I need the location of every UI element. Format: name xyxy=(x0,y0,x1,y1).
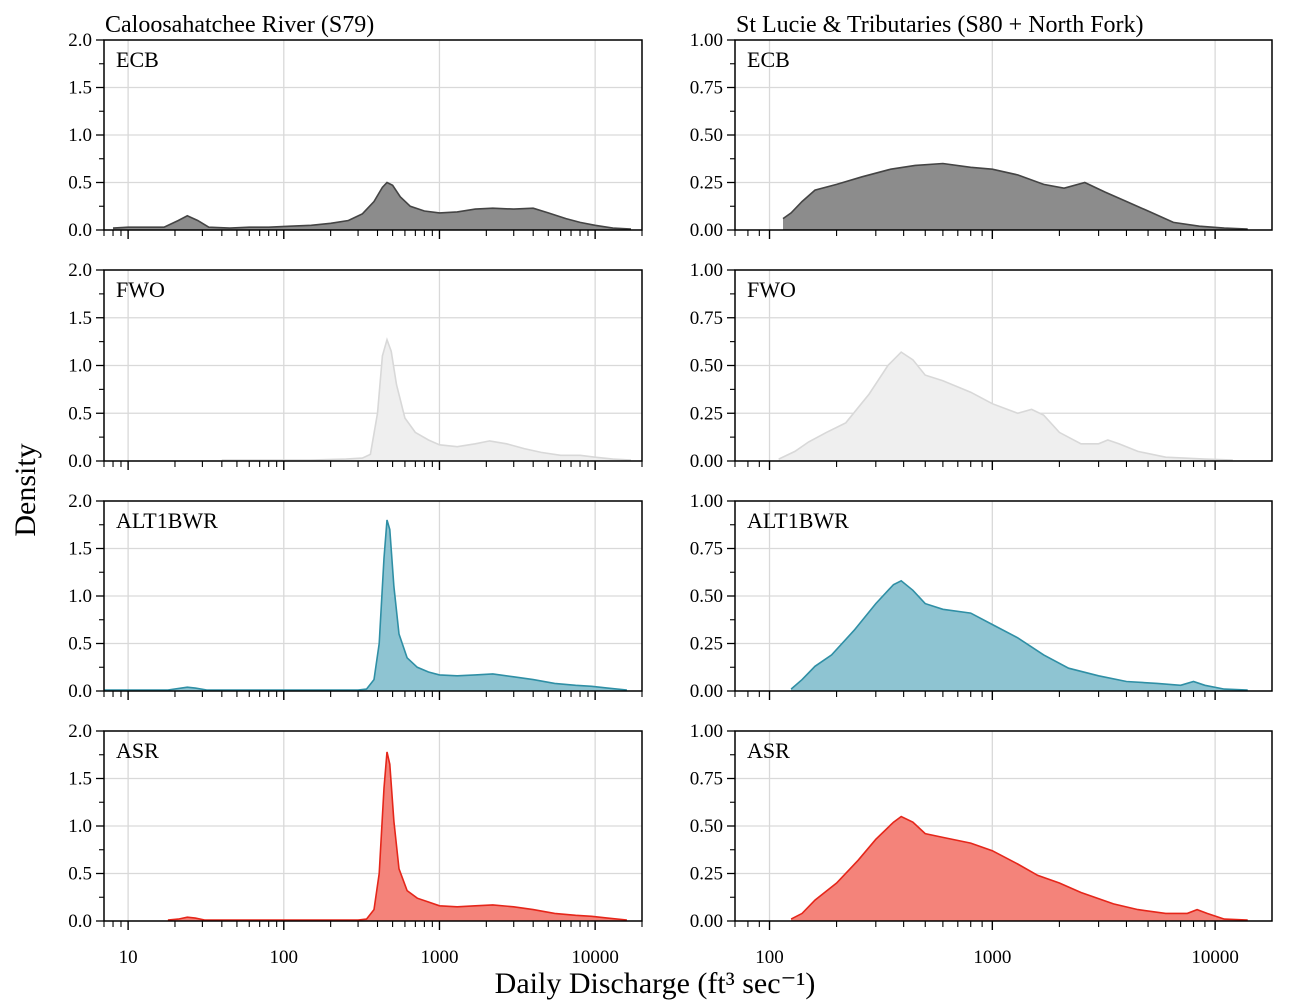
st-lucie-panel-asr: 0.00 0.25 0.50 0.75 1.00 ASR xyxy=(690,721,1273,932)
x-tick-label: 1000 xyxy=(973,947,1011,968)
st-lucie-title: St Lucie & Tributaries (S80 + North Fork… xyxy=(736,12,1144,38)
density-line-ecb xyxy=(782,162,1248,230)
y-tick-label: 1.0 xyxy=(68,125,92,146)
y-tick-label: 1.5 xyxy=(68,78,92,99)
y-tick-label: 0.50 xyxy=(690,586,723,607)
caloosahatchee-panel-asr: 0.0 0.5 1.0 1.5 2.0 ASR xyxy=(68,721,643,932)
y-tick-label: 0.25 xyxy=(690,403,723,424)
y-tick-label: 0.0 xyxy=(68,681,92,702)
caloosahatchee-panel-alt1bwr: 0.0 0.5 1.0 1.5 2.0 ALT1BWR xyxy=(68,491,643,702)
x-axis-label: Daily Discharge (ft³ sec⁻¹) xyxy=(495,967,816,1000)
y-tick-label: 1.00 xyxy=(690,721,723,742)
y-tick-label: 0.0 xyxy=(68,220,92,241)
density-line-fwo xyxy=(778,351,1233,461)
density-area-ecb xyxy=(113,182,631,230)
y-tick-label: 0.25 xyxy=(690,173,723,194)
density-line-asr xyxy=(790,815,1248,921)
y-tick-label: 2.0 xyxy=(68,721,92,742)
density-area-alt1bwr xyxy=(104,520,627,691)
y-tick-label: 1.0 xyxy=(68,356,92,377)
y-tick-label: 1.5 xyxy=(68,308,92,329)
density-area-alt1bwr xyxy=(791,580,1248,691)
y-tick-label: 0.25 xyxy=(690,864,723,885)
caloosahatchee-panel-fwo: 0.0 0.5 1.0 1.5 2.0 FWO xyxy=(68,260,643,472)
panel-label: ASR xyxy=(747,738,790,763)
y-tick-label: 1.0 xyxy=(68,816,92,837)
density-area-ecb xyxy=(783,163,1248,230)
plot-area: Caloosahatchee River (S79) 0.0 0.5 1.0 1.5 2.… xyxy=(68,12,1273,968)
y-tick-label: 0.00 xyxy=(690,451,723,472)
density-area-fwo xyxy=(778,352,1233,461)
y-tick-label: 0.75 xyxy=(690,769,723,790)
panel-label: ALT1BWR xyxy=(116,508,218,533)
y-tick-label: 1.5 xyxy=(68,539,92,560)
density-line-asr xyxy=(167,751,627,921)
panel-label: ECB xyxy=(747,47,790,72)
y-tick-label: 0.5 xyxy=(68,173,92,194)
density-line-fwo xyxy=(221,337,632,461)
y-tick-label: 2.0 xyxy=(68,491,92,512)
x-tick-label: 10 xyxy=(119,947,138,968)
x-tick-label: 1000 xyxy=(420,947,458,968)
y-tick-label: 1.00 xyxy=(690,260,723,281)
x-tick-label: 100 xyxy=(270,947,299,968)
y-tick-label: 0.25 xyxy=(690,634,723,655)
y-tick-label: 0.75 xyxy=(690,539,723,560)
y-tick-label: 0.75 xyxy=(690,78,723,99)
y-tick-label: 1.00 xyxy=(690,30,723,51)
y-axis-label: Density xyxy=(9,443,42,536)
panel-label: ECB xyxy=(116,47,159,72)
y-tick-label: 0.00 xyxy=(690,911,723,932)
density-line-alt1bwr xyxy=(790,579,1248,691)
x-tick-label: 10000 xyxy=(1191,947,1239,968)
y-tick-label: 1.00 xyxy=(690,491,723,512)
st-lucie-panel-alt1bwr: 0.00 0.25 0.50 0.75 1.00 ALT1BWR xyxy=(690,491,1273,702)
y-tick-label: 1.0 xyxy=(68,586,92,607)
y-tick-label: 2.0 xyxy=(68,30,92,51)
x-tick-label: 10000 xyxy=(571,947,619,968)
panel-label: ALT1BWR xyxy=(747,508,849,533)
y-tick-label: 1.5 xyxy=(68,769,92,790)
y-tick-label: 0.5 xyxy=(68,403,92,424)
panel-label: FWO xyxy=(747,277,796,302)
st-lucie-panel-fwo: 0.00 0.25 0.50 0.75 1.00 FWO xyxy=(690,260,1273,472)
panel-label: ASR xyxy=(116,738,159,763)
y-tick-label: 0.50 xyxy=(690,816,723,837)
y-tick-label: 0.00 xyxy=(690,220,723,241)
panel-label: FWO xyxy=(116,277,165,302)
density-area-asr xyxy=(791,816,1248,921)
y-tick-label: 2.0 xyxy=(68,260,92,281)
caloosahatchee-panel-ecb: 0.0 0.5 1.0 1.5 2.0 ECB xyxy=(68,30,643,241)
y-tick-label: 0.0 xyxy=(68,451,92,472)
st-lucie-panel-ecb: 0.00 0.25 0.50 0.75 1.00 ECB xyxy=(690,30,1273,241)
y-tick-label: 0.50 xyxy=(690,125,723,146)
y-tick-label: 0.5 xyxy=(68,634,92,655)
y-tick-label: 0.75 xyxy=(690,308,723,329)
y-tick-label: 0.50 xyxy=(690,356,723,377)
y-tick-label: 0.5 xyxy=(68,864,92,885)
density-area-asr xyxy=(167,751,627,921)
density-line-ecb xyxy=(112,181,632,230)
y-tick-label: 0.0 xyxy=(68,911,92,932)
y-tick-label: 0.00 xyxy=(690,681,723,702)
x-tick-label: 100 xyxy=(755,947,784,968)
caloosahatchee-title: Caloosahatchee River (S79) xyxy=(105,12,374,38)
density-line-alt1bwr xyxy=(104,519,627,691)
